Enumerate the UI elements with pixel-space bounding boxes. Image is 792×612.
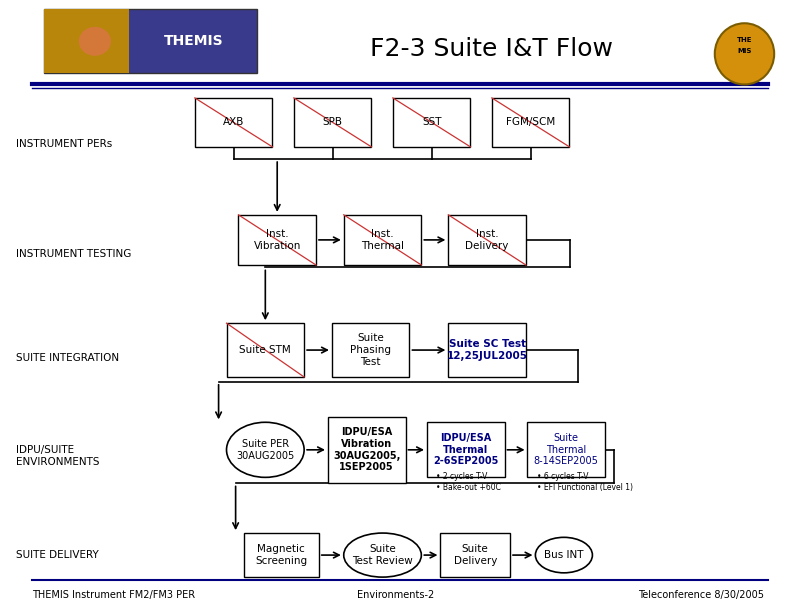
Text: Teleconference 8/30/2005: Teleconference 8/30/2005: [638, 590, 764, 600]
Ellipse shape: [535, 537, 592, 573]
Text: Bus INT: Bus INT: [544, 550, 584, 560]
Text: INSTRUMENT PERs: INSTRUMENT PERs: [16, 139, 112, 149]
Text: SPB: SPB: [322, 118, 343, 127]
FancyBboxPatch shape: [244, 533, 318, 577]
Text: IDPU/ESA
Thermal
2-6SEP2005: IDPU/ESA Thermal 2-6SEP2005: [433, 433, 498, 466]
Text: INSTRUMENT TESTING: INSTRUMENT TESTING: [16, 249, 131, 259]
FancyBboxPatch shape: [332, 323, 409, 377]
Text: Inst.
Vibration: Inst. Vibration: [253, 229, 301, 251]
FancyBboxPatch shape: [227, 323, 304, 377]
Text: F2-3 Suite I&T Flow: F2-3 Suite I&T Flow: [370, 37, 612, 61]
FancyBboxPatch shape: [44, 9, 257, 73]
Text: IDPU/ESA
Vibration
30AUG2005,
1SEP2005: IDPU/ESA Vibration 30AUG2005, 1SEP2005: [333, 427, 401, 472]
Text: Inst.
Thermal: Inst. Thermal: [361, 229, 404, 251]
FancyBboxPatch shape: [195, 98, 272, 147]
FancyBboxPatch shape: [448, 215, 526, 265]
Ellipse shape: [79, 27, 111, 56]
Text: • 2 cycles T-V
• Bake-out +60C: • 2 cycles T-V • Bake-out +60C: [436, 472, 501, 492]
FancyBboxPatch shape: [393, 98, 470, 147]
Ellipse shape: [714, 23, 775, 84]
Text: Suite
Phasing
Test: Suite Phasing Test: [350, 334, 391, 367]
Text: MIS: MIS: [737, 48, 752, 54]
FancyBboxPatch shape: [238, 215, 316, 265]
Text: SUITE DELIVERY: SUITE DELIVERY: [16, 550, 98, 560]
Ellipse shape: [344, 533, 421, 577]
Text: THE: THE: [737, 37, 752, 43]
Text: FGM/SCM: FGM/SCM: [506, 118, 555, 127]
Text: THEMIS Instrument FM2/FM3 PER: THEMIS Instrument FM2/FM3 PER: [32, 590, 195, 600]
Text: Suite PER
30AUG2005: Suite PER 30AUG2005: [236, 439, 295, 461]
Text: Suite
Delivery: Suite Delivery: [454, 544, 497, 566]
Text: SUITE INTEGRATION: SUITE INTEGRATION: [16, 353, 119, 363]
FancyBboxPatch shape: [527, 422, 605, 477]
FancyBboxPatch shape: [427, 422, 505, 477]
Text: Suite
Thermal
8-14SEP2005: Suite Thermal 8-14SEP2005: [534, 433, 599, 466]
Text: Environments-2: Environments-2: [357, 590, 435, 600]
Text: Suite STM: Suite STM: [239, 345, 291, 355]
Text: Suite SC Test
12,25JUL2005: Suite SC Test 12,25JUL2005: [447, 339, 527, 361]
Text: Suite
Test Review: Suite Test Review: [352, 544, 413, 566]
Text: IDPU/SUITE
ENVIRONMENTS: IDPU/SUITE ENVIRONMENTS: [16, 445, 99, 467]
FancyBboxPatch shape: [448, 323, 526, 377]
FancyBboxPatch shape: [328, 417, 406, 483]
FancyBboxPatch shape: [344, 215, 421, 265]
Text: Inst.
Delivery: Inst. Delivery: [466, 229, 508, 251]
Text: AXB: AXB: [223, 118, 244, 127]
Text: SST: SST: [422, 118, 441, 127]
FancyBboxPatch shape: [492, 98, 569, 147]
Text: Magnetic
Screening: Magnetic Screening: [255, 544, 307, 566]
FancyBboxPatch shape: [44, 9, 129, 73]
FancyBboxPatch shape: [294, 98, 371, 147]
Text: • 6 cycles T-V
• EFI Functional (Level 1): • 6 cycles T-V • EFI Functional (Level 1…: [537, 472, 633, 492]
FancyBboxPatch shape: [440, 533, 510, 577]
Text: THEMIS: THEMIS: [163, 34, 223, 48]
Ellipse shape: [227, 422, 304, 477]
